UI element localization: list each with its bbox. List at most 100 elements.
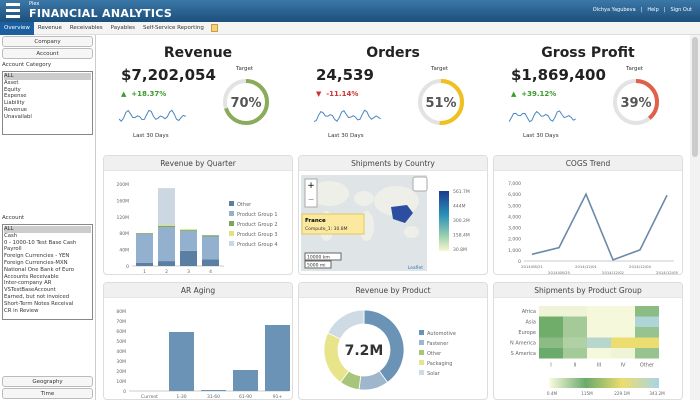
panel-ar-aging: AR Aging 0 10M 20M 30M 40M 50M 60M 70M 80M Current… [103, 282, 293, 400]
panel-title: Shipments by Product Group [494, 283, 682, 298]
zoom-control[interactable] [304, 178, 318, 208]
bar [201, 390, 226, 391]
bar-segment [180, 250, 197, 266]
bar-segment [136, 234, 153, 263]
kpi-title: Revenue [163, 45, 233, 61]
row-label: Asia [526, 320, 536, 326]
heatmap-cell [611, 306, 635, 317]
list-option[interactable]: Foreign Currencies - YEN [4, 253, 70, 260]
list-option[interactable]: Equity [4, 86, 21, 93]
list-option[interactable]: ALL [4, 73, 91, 80]
menu-icon[interactable] [6, 3, 20, 19]
heatmap-cell [563, 306, 587, 317]
tab-overview[interactable]: Overview [0, 21, 34, 35]
y-tick-label: 200M [117, 182, 130, 188]
gauge-fill [223, 79, 269, 125]
chart: 0 1,000 2,000 3,000 4,000 5,000 6,000 7,000 2014… [508, 181, 678, 274]
gauge-value: 70% [230, 96, 261, 111]
list-option[interactable]: Short-Term Notes Receival [4, 300, 74, 307]
legend-label: Product Group 1 [237, 212, 278, 218]
list-option[interactable]: Foreign Currencies-MXN [4, 259, 68, 266]
x-tick-label: 91+ [273, 394, 283, 400]
list-option[interactable]: National One Bank of Euro [4, 266, 75, 273]
account-category-list[interactable]: ALL Asset Equity Expense Liability Revenue Una… [2, 71, 93, 135]
account-filter[interactable]: Account [2, 48, 93, 59]
scale-label: 0.4M [547, 391, 558, 396]
list-option[interactable]: Revenue [4, 106, 28, 113]
gauge-value: 51% [425, 96, 456, 111]
legend-label: Fastener [427, 341, 449, 347]
list-option[interactable]: ALL [4, 226, 91, 233]
kpi-title: Gross Profit [541, 45, 635, 61]
account-label: Account [2, 215, 25, 221]
scale-km [304, 252, 342, 261]
list-option[interactable]: Asset [4, 79, 19, 86]
list-option[interactable]: 0 - 1000-10 Test Base Cash [4, 239, 77, 246]
tab-revenue[interactable]: Revenue [37, 24, 62, 31]
list-option[interactable]: Liability [4, 100, 25, 107]
user-name[interactable]: Olchya Yagubeva [592, 7, 636, 13]
gauge-fill [613, 79, 659, 125]
panel-shipments-by-product-group: Shipments by Product Group Africa Asia Euro… [493, 282, 683, 400]
heatmap-cell [539, 316, 563, 327]
notes-icon[interactable] [210, 24, 218, 32]
account-category-label: Account Category [2, 62, 52, 68]
bar-segment [158, 225, 175, 226]
chart: + − France Compute_1: 30.8M 10000 km 5000 mi L… [301, 175, 470, 271]
legend-label: Product Group 4 [237, 242, 278, 248]
heatmap-cell [587, 348, 611, 359]
list-option[interactable]: Payroll [4, 246, 22, 253]
list-option[interactable]: VSTestBaseAccount [4, 287, 56, 294]
sign-out-link[interactable]: Sign Out [670, 7, 692, 13]
row-label: N America [510, 341, 536, 347]
bar-segment [158, 261, 175, 266]
list-option[interactable]: Cash [4, 232, 18, 239]
y-tick-label: 6,000 [508, 192, 521, 198]
zoom-in-button[interactable]: + [307, 181, 315, 191]
zoom-out-button[interactable]: − [308, 195, 315, 204]
panel-shipments-by-country: Shipments by Country + − France Compute_1: 3… [298, 155, 488, 275]
layers-icon[interactable] [412, 176, 428, 192]
account-list[interactable]: ALL Cash 0 - 1000-10 Test Base Cash Payroll… [2, 224, 93, 320]
kpi-period: Last 30 Days [133, 133, 169, 139]
y-tick-label: 50M [116, 339, 126, 345]
column-label: II [574, 363, 577, 369]
heatmap-cell [587, 337, 611, 348]
list-option[interactable]: Unavailabl [4, 113, 32, 120]
list-option[interactable]: Inter-company AR [4, 280, 52, 287]
heatmap-cell [611, 316, 635, 327]
y-tick-label: 120M [117, 215, 130, 221]
bar [233, 370, 258, 391]
legend-swatch [229, 241, 234, 246]
leaflet-link[interactable]: Leaflet [408, 265, 424, 271]
kpi-change: +39.12% [521, 90, 557, 98]
country-china [391, 205, 413, 223]
tab-payables[interactable]: Payables [110, 24, 135, 31]
legend-swatch [419, 350, 424, 355]
legend-label: 561.7M [453, 189, 470, 195]
heatmap-cell [587, 316, 611, 327]
geography-filter[interactable]: Geography [2, 376, 93, 387]
heatmap-cell [563, 316, 587, 327]
bar-segment [180, 229, 197, 230]
list-option[interactable]: Accounts Receivable [4, 273, 59, 280]
column-label: III [597, 363, 601, 369]
legend-swatch [419, 360, 424, 365]
legend-label: Packaging [427, 361, 452, 367]
y-tick-label: 20M [116, 369, 126, 375]
tab-receivables[interactable]: Receivables [69, 24, 103, 31]
scrollbar-thumb[interactable] [692, 37, 698, 157]
tab-self-service-reporting[interactable]: Self-Service Reporting [143, 24, 204, 31]
scale-label: 343.2M [649, 391, 665, 396]
list-option[interactable]: CR in Review [4, 307, 39, 314]
legend-label: Other [427, 351, 442, 357]
heatmap-cell [635, 337, 659, 348]
time-filter[interactable]: Time [2, 388, 93, 399]
company-filter[interactable]: Company [2, 36, 93, 47]
list-option[interactable]: Expense [4, 93, 27, 100]
help-link[interactable]: Help [647, 7, 659, 13]
x-tick-label: 3 [187, 269, 190, 275]
list-option[interactable]: Earned, but not invoiced [4, 293, 70, 300]
y-tick-label: 70M [116, 319, 126, 325]
scrollbar[interactable] [690, 35, 700, 400]
